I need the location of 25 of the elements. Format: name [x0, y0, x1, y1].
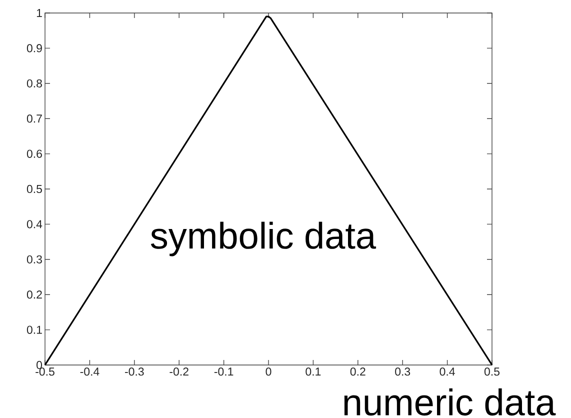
- x-tick-label: 0.2: [350, 368, 366, 376]
- y-tick-label: 0.3: [26, 255, 42, 264]
- y-tick-label: 1: [36, 9, 42, 17]
- x-tick-label: 0.1: [306, 368, 321, 376]
- y-tick-label: 0.6: [26, 150, 42, 158]
- y-tick-label: 0: [36, 360, 42, 370]
- text: numeric data: [344, 388, 556, 416]
- y-tick-label: 0.9: [26, 44, 42, 52]
- y-tick-label: 0.8: [26, 79, 42, 88]
- x-tick-label: 0.3: [395, 368, 410, 376]
- y-tick-label: 0.7: [26, 114, 42, 123]
- x-tick-label: -0.2: [170, 368, 188, 376]
- y-tick-label: 0.1: [26, 326, 42, 334]
- x-tick-label: -0.3: [125, 368, 144, 376]
- x-tick-label: 0: [266, 368, 272, 376]
- line-series: [44, 16, 493, 366]
- x-tick-label: -0.1: [214, 368, 234, 376]
- y-tick-label: 0.2: [26, 290, 42, 299]
- y-tick-label: 0.5: [26, 184, 42, 194]
- x-tick-label: 0.5: [484, 368, 500, 376]
- x-tick-label: -0.4: [80, 368, 100, 376]
- annotation: symbolic data: [150, 222, 376, 256]
- x-tick-label: -0.5: [36, 368, 54, 376]
- y-tick-label: 0.4: [26, 220, 42, 228]
- x-tick-label: 0.4: [440, 368, 455, 376]
